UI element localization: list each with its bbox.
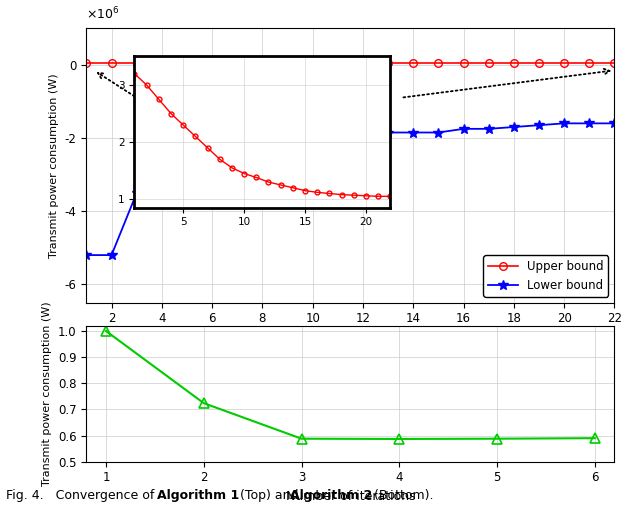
Lower bound [83, 252, 90, 258]
Upper bound [158, 60, 166, 66]
Lower bound [586, 120, 593, 126]
Lower bound [183, 190, 191, 196]
Lower bound [133, 190, 141, 196]
Upper bound [83, 60, 90, 66]
Lower bound [309, 190, 317, 196]
Upper bound [234, 60, 241, 66]
Upper bound [560, 60, 568, 66]
Lower bound [510, 124, 518, 130]
Text: Algorithm 1: Algorithm 1 [157, 489, 239, 502]
Lower bound [384, 129, 392, 135]
Lower bound [334, 190, 342, 196]
Text: $\times 10^6$: $\times 10^6$ [86, 6, 120, 23]
Y-axis label: Transmit power consumption (W): Transmit power consumption (W) [42, 302, 52, 486]
Upper bound [586, 60, 593, 66]
Line: Lower bound: Lower bound [81, 118, 620, 260]
X-axis label: Number of iterations: Number of iterations [285, 490, 415, 503]
Lower bound [108, 252, 115, 258]
Lower bound [259, 190, 266, 196]
Upper bound [485, 60, 493, 66]
Lower bound [611, 120, 618, 126]
Lower bound [435, 129, 442, 135]
Text: Algorithm 2: Algorithm 2 [290, 489, 372, 502]
Upper bound [435, 60, 442, 66]
Text: Fig. 4.   Convergence of: Fig. 4. Convergence of [6, 489, 159, 502]
Upper bound [259, 60, 266, 66]
Lower bound [460, 126, 467, 132]
Lower bound [234, 190, 241, 196]
Legend: Upper bound, Lower bound: Upper bound, Lower bound [483, 255, 609, 297]
Upper bound [208, 60, 216, 66]
Text: (Bottom).: (Bottom). [370, 489, 433, 502]
Upper bound [535, 60, 543, 66]
Upper bound [410, 60, 417, 66]
Upper bound [611, 60, 618, 66]
Upper bound [510, 60, 518, 66]
Lower bound [284, 190, 291, 196]
Lower bound [535, 122, 543, 128]
Y-axis label: Transmit power consumption (W): Transmit power consumption (W) [49, 73, 60, 258]
Upper bound [284, 60, 291, 66]
Line: Upper bound: Upper bound [83, 59, 618, 67]
Upper bound [183, 60, 191, 66]
Lower bound [485, 126, 493, 132]
Text: (Top) and: (Top) and [236, 489, 302, 502]
Lower bound [560, 120, 568, 126]
Upper bound [133, 60, 141, 66]
Lower bound [410, 129, 417, 135]
Lower bound [208, 190, 216, 196]
Upper bound [384, 60, 392, 66]
Upper bound [359, 60, 367, 66]
Upper bound [334, 60, 342, 66]
Lower bound [158, 190, 166, 196]
Upper bound [309, 60, 317, 66]
Lower bound [359, 168, 367, 174]
Upper bound [108, 60, 115, 66]
Upper bound [460, 60, 467, 66]
X-axis label: Number of iterations: Number of iterations [285, 331, 415, 344]
